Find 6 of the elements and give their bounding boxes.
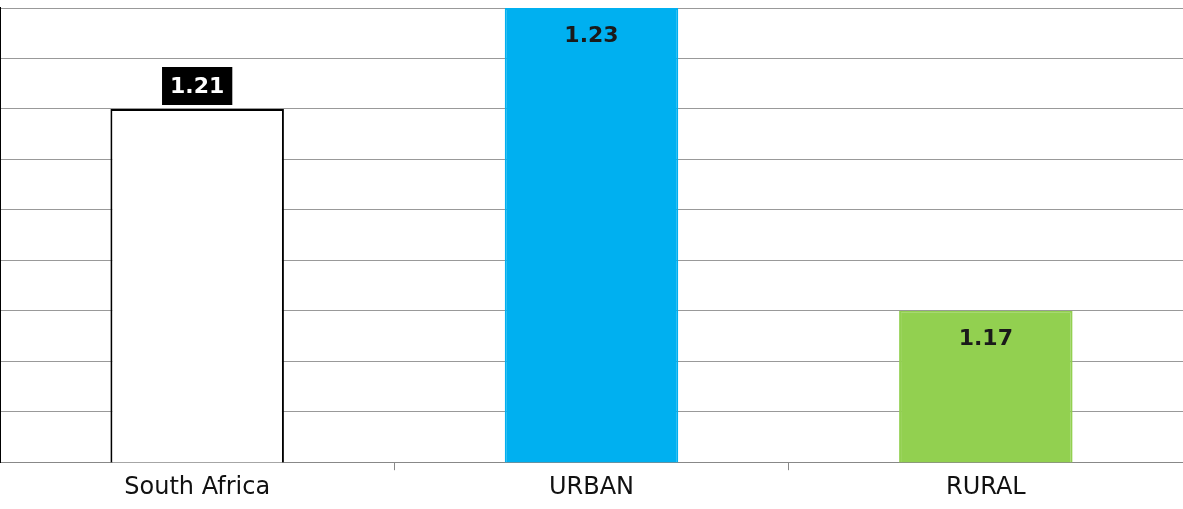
x-tick-label: URBAN <box>548 471 635 500</box>
data-label: 1.21 <box>170 72 225 98</box>
data-label: 1.17 <box>958 324 1013 350</box>
x-tick-label: RURAL <box>945 471 1027 500</box>
x-tick-label: South Africa <box>124 471 271 500</box>
data-label: 1.23 <box>564 21 619 47</box>
